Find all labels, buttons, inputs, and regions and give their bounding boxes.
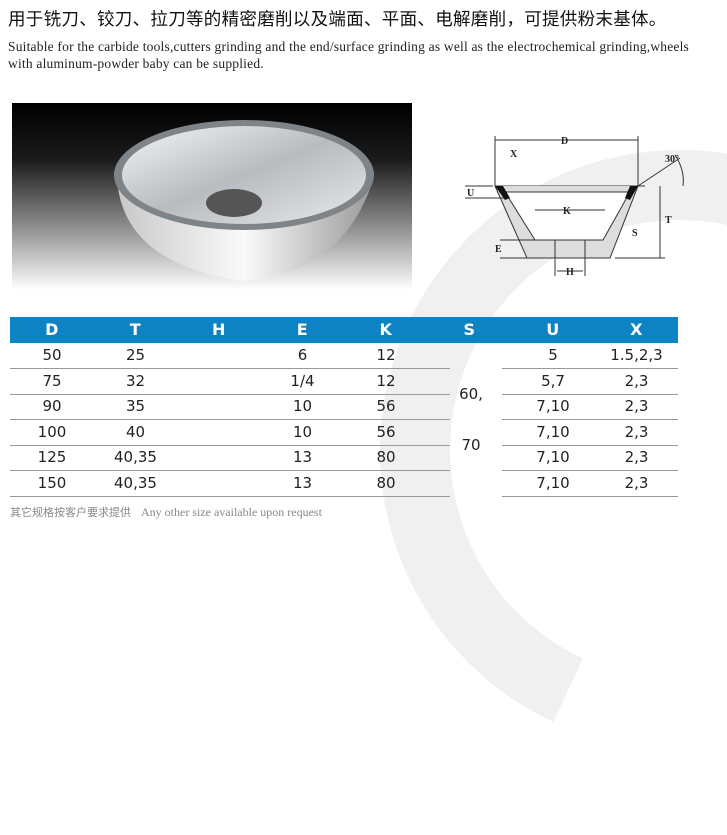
row-divider	[10, 368, 450, 369]
cell-x: 2,3	[624, 473, 649, 492]
col-s: S	[463, 320, 476, 339]
cell-k: 56	[376, 397, 396, 415]
s-value-1: 60,	[459, 385, 483, 403]
table-row: 50 25 6 12 5 1.5,2,3	[10, 343, 678, 368]
cell-k: 56	[376, 422, 396, 441]
table-row: 125 40,35 13 80 7,10 2,3	[10, 445, 678, 470]
table-row: 90 35 10 56 7,10 2,3	[10, 394, 678, 419]
cell-d: 50	[42, 346, 62, 364]
diagram-label-s: S	[632, 228, 638, 239]
cell-k: 80	[376, 448, 396, 466]
cell-k: 12	[376, 371, 396, 390]
row-divider	[502, 393, 678, 395]
cell-d: 150	[37, 473, 67, 492]
cell-e: 10	[292, 422, 313, 441]
cell-k: 12	[376, 346, 396, 364]
table-header: D T H E K S U X	[10, 317, 678, 343]
cell-e: 1/4	[290, 371, 315, 390]
cell-t: 40,35	[114, 448, 157, 466]
cell-u: 7,10	[536, 397, 570, 415]
col-e: E	[296, 320, 308, 339]
row-divider	[502, 495, 678, 497]
col-h: H	[212, 320, 226, 339]
row-divider	[502, 368, 678, 369]
heading-chinese: 用于铣刀、铰刀、拉刀等的精密磨削以及端面、平面、电解磨削，可提供粉末基体。	[8, 10, 667, 30]
cell-d: 125	[37, 448, 67, 466]
cell-x: 2,3	[624, 397, 649, 415]
cell-e: 13	[292, 448, 313, 466]
cell-u: 5,7	[541, 371, 565, 390]
row-divider	[10, 495, 450, 497]
cell-d: 100	[37, 422, 67, 441]
table-row: 100 40 10 56 7,10 2,3	[10, 420, 678, 445]
cell-e: 6	[297, 346, 308, 364]
cell-x: 2,3	[624, 371, 649, 390]
cell-u: 7,10	[536, 473, 570, 492]
table-row: 150 40,35 13 80 7,10 2,3	[10, 471, 678, 496]
row-divider	[10, 444, 450, 446]
row-divider	[10, 419, 450, 420]
cell-u: 5	[548, 346, 558, 364]
diagram-label-k: K	[563, 206, 571, 217]
cell-t: 32	[125, 371, 146, 390]
cell-d: 90	[42, 397, 62, 415]
row-divider	[502, 470, 678, 471]
cell-d: 75	[42, 371, 62, 390]
col-k: K	[379, 320, 392, 339]
col-t: T	[129, 320, 141, 339]
table-row: 75 32 1/4 12 5,7 2,3	[10, 369, 678, 394]
footer-note: 其它规格按客户要求提供 Any other size available upon…	[10, 504, 322, 520]
col-u: U	[546, 320, 560, 339]
wheel-dimension-diagram: D X U K T S E H 30°	[465, 136, 684, 278]
row-divider	[502, 444, 678, 446]
product-photo-cup-wheel	[12, 103, 412, 290]
cell-t: 40,35	[114, 473, 157, 492]
cell-u: 7,10	[536, 422, 570, 441]
cell-x: 2,3	[624, 448, 649, 466]
diagram-label-h: H	[566, 267, 574, 278]
footer-cn: 其它规格按客户要求提供	[10, 506, 131, 519]
cell-x: 1.5,2,3	[610, 346, 663, 364]
diagram-label-x: X	[510, 149, 518, 160]
s-value-2: 70	[461, 436, 481, 454]
cell-e: 13	[292, 473, 313, 492]
diagram-label-d: D	[561, 136, 568, 147]
diagram-label-u: U	[467, 188, 474, 199]
cell-t: 40	[125, 422, 146, 441]
heading-english: Suitable for the carbide tools,cutters g…	[8, 39, 690, 71]
cell-x: 2,3	[624, 422, 649, 441]
diagram-label-angle: 30°	[665, 154, 679, 165]
footer-en: Any other size available upon request	[141, 505, 322, 519]
diagram-label-e: E	[495, 244, 502, 255]
cell-k: 80	[376, 473, 396, 492]
col-x: X	[630, 320, 643, 339]
col-d: D	[45, 320, 59, 339]
row-divider	[10, 470, 450, 471]
cell-e: 10	[292, 397, 313, 415]
row-divider	[502, 419, 678, 420]
cell-t: 35	[125, 397, 146, 415]
diagram-label-t: T	[665, 215, 672, 226]
cell-u: 7,10	[536, 448, 570, 466]
row-divider	[10, 393, 450, 395]
cell-t: 25	[125, 346, 146, 364]
